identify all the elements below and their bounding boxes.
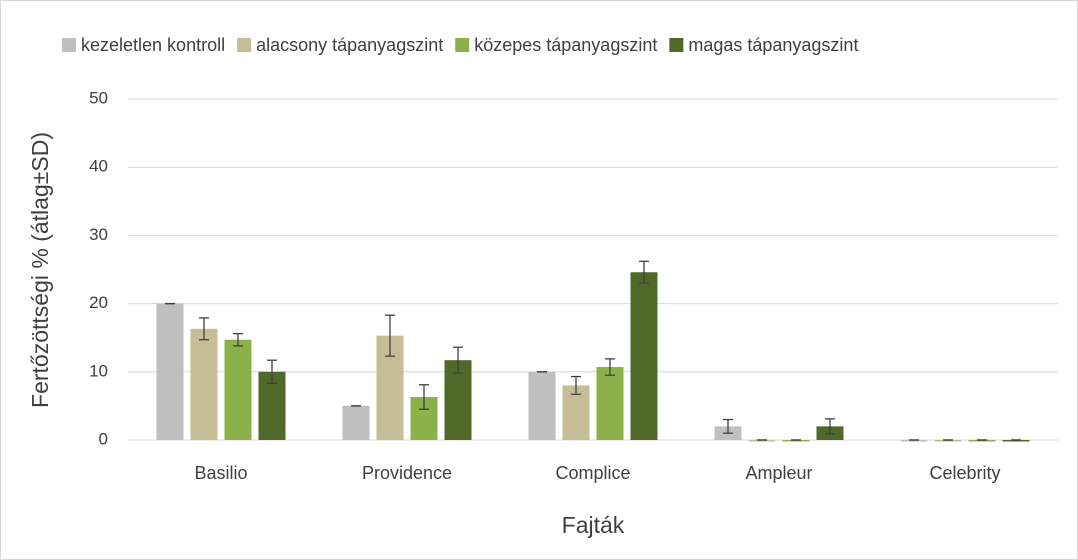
bar xyxy=(1002,440,1030,442)
x-tick-label: Celebrity xyxy=(929,463,1000,483)
error-bar xyxy=(571,375,581,395)
legend-label: közepes tápanyagszint xyxy=(474,35,657,55)
legend-label: kezeletlen kontroll xyxy=(81,35,225,55)
error-bar xyxy=(605,358,615,376)
legend-swatch xyxy=(669,38,684,52)
error-bar xyxy=(199,317,209,341)
error-bar xyxy=(267,359,277,385)
error-bar xyxy=(825,418,835,435)
y-tick-label: 40 xyxy=(89,157,108,176)
bar xyxy=(630,272,658,440)
bar xyxy=(528,371,556,440)
error-bar xyxy=(723,418,733,434)
bar xyxy=(156,303,184,440)
error-bar xyxy=(385,314,395,357)
error-bar xyxy=(453,346,463,374)
y-tick-label: 10 xyxy=(89,361,108,380)
legend-swatch xyxy=(62,38,76,52)
legend-swatch xyxy=(237,38,252,52)
y-tick-label: 20 xyxy=(89,293,108,312)
x-tick-label: Ampleur xyxy=(745,463,812,483)
y-axis-title: Fertőzöttségi % (átlag±SD) xyxy=(27,132,53,408)
bar xyxy=(224,339,252,440)
legend-label: alacsony tápanyagszint xyxy=(256,35,443,55)
bar xyxy=(934,440,962,442)
legend-swatch xyxy=(455,38,470,52)
bar xyxy=(748,440,776,442)
error-bar xyxy=(639,260,649,284)
bar xyxy=(342,405,370,440)
x-tick-label: Basilio xyxy=(194,463,247,483)
error-bar xyxy=(419,384,429,410)
x-tick-label: Complice xyxy=(555,463,630,483)
y-tick-label: 30 xyxy=(89,225,108,244)
bar xyxy=(596,367,624,440)
x-tick-label: Providence xyxy=(362,463,452,483)
y-tick-label: 0 xyxy=(99,429,108,448)
bar xyxy=(968,440,996,442)
bar xyxy=(782,440,810,442)
bar xyxy=(900,440,928,442)
error-bar xyxy=(233,332,243,347)
legend-label: magas tápanyagszint xyxy=(688,35,858,55)
bar xyxy=(190,328,218,440)
y-tick-label: 50 xyxy=(89,88,108,107)
x-axis-title: Fajták xyxy=(562,512,625,538)
